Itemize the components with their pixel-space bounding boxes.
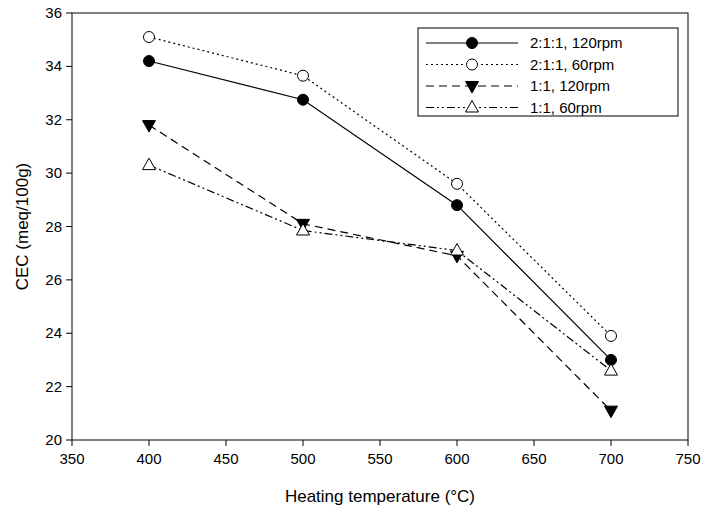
y-tick-label: 30 xyxy=(45,164,62,181)
y-tick-label: 22 xyxy=(45,378,62,395)
x-tick xyxy=(457,440,458,446)
y-tick xyxy=(66,226,72,227)
plot-frame xyxy=(72,13,688,440)
series-line xyxy=(149,125,611,411)
legend-label: 1:1, 120rpm xyxy=(530,77,610,94)
legend-marker xyxy=(467,38,478,49)
series-marker xyxy=(297,224,310,236)
x-tick-label: 700 xyxy=(598,450,623,467)
y-tick xyxy=(66,66,72,67)
x-tick-label: 350 xyxy=(59,450,84,467)
x-tick xyxy=(611,440,612,446)
x-tick xyxy=(149,440,150,446)
series-line xyxy=(149,61,611,360)
y-tick-label: 34 xyxy=(45,57,62,74)
y-axis-label: CEC (meq/100g) xyxy=(13,163,32,291)
legend: 2:1:1, 120rpm 2:1:1, 60rpm 1:1, 120rpm 1:1,… xyxy=(418,28,678,116)
x-tick-label: 550 xyxy=(367,450,392,467)
series-marker xyxy=(143,121,156,132)
series-line xyxy=(149,165,611,370)
x-tick xyxy=(226,440,227,446)
x-tick-label: 750 xyxy=(675,450,700,467)
x-tick xyxy=(688,440,689,446)
x-tick-label: 450 xyxy=(213,450,238,467)
x-tick xyxy=(303,440,304,446)
series-marker xyxy=(606,330,617,341)
series-marker xyxy=(298,70,309,81)
series-line xyxy=(149,37,611,336)
series-marker xyxy=(452,200,463,211)
y-tick xyxy=(66,386,72,387)
y-tick-label: 24 xyxy=(45,324,62,341)
series-marker xyxy=(451,244,464,256)
y-tick-label: 28 xyxy=(45,218,62,235)
data-group xyxy=(143,32,618,418)
series-marker xyxy=(605,406,618,418)
legend-label: 1:1, 60rpm xyxy=(530,99,602,116)
series-marker xyxy=(143,158,156,170)
x-tick xyxy=(534,440,535,446)
x-tick xyxy=(380,440,381,446)
y-tick xyxy=(66,279,72,280)
legend-label: 2:1:1, 120rpm xyxy=(530,34,623,51)
y-tick-label: 32 xyxy=(45,111,62,128)
series-marker xyxy=(144,32,155,43)
x-tick-label: 400 xyxy=(136,450,161,467)
y-tick xyxy=(66,13,72,14)
chart-svg: 350 400 450 500 550 600 650 700 750 20 22 24 26 28 30 3… xyxy=(0,0,702,520)
series-marker xyxy=(298,94,309,105)
x-axis-label: Heating temperature (°C) xyxy=(285,487,475,506)
x-tick-label: 500 xyxy=(290,450,315,467)
legend-label: 2:1:1, 60rpm xyxy=(530,56,614,73)
y-tick xyxy=(66,333,72,334)
y-tick-label: 26 xyxy=(45,271,62,288)
y-tick-label: 20 xyxy=(45,431,62,448)
y-tick-label: 36 xyxy=(45,4,62,21)
chart-root: 350 400 450 500 550 600 650 700 750 20 22 24 26 28 30 3… xyxy=(0,0,702,520)
legend-marker xyxy=(466,101,479,113)
series-marker xyxy=(605,364,618,376)
y-tick xyxy=(66,440,72,441)
y-tick xyxy=(66,119,72,120)
legend-marker xyxy=(467,59,478,70)
series-marker xyxy=(452,178,463,189)
y-tick xyxy=(66,173,72,174)
x-tick-label: 650 xyxy=(521,450,546,467)
x-tick xyxy=(72,440,73,446)
series-marker xyxy=(144,56,155,67)
x-tick-label: 600 xyxy=(444,450,469,467)
legend-box xyxy=(418,28,678,116)
legend-marker xyxy=(466,82,479,94)
